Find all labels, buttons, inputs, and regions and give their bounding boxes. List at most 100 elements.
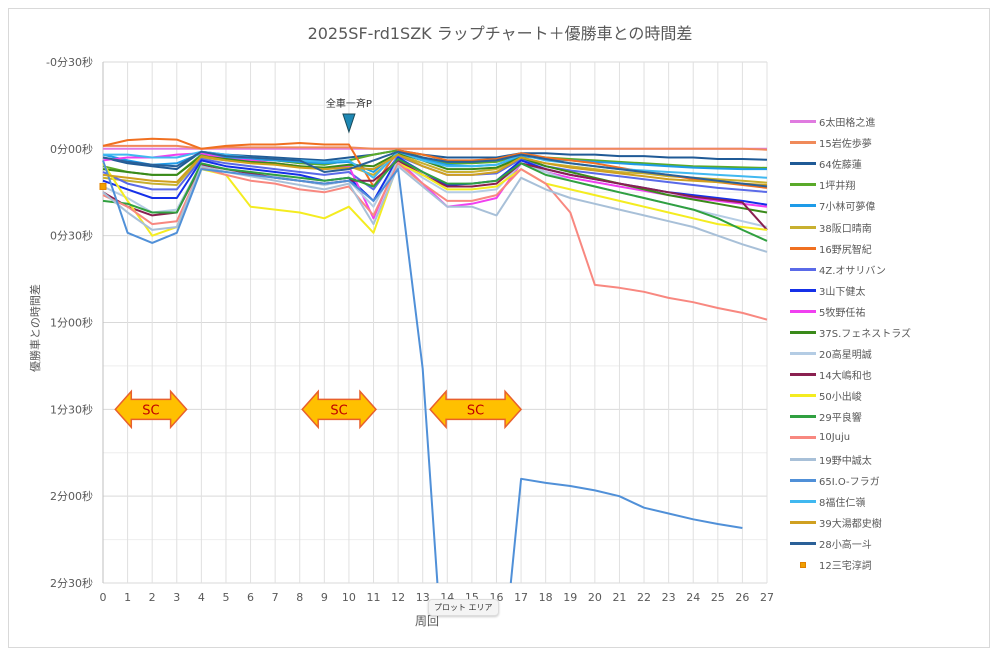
y-tick-label: 1分30秒 bbox=[50, 402, 93, 416]
x-tick-label: 7 bbox=[272, 591, 279, 604]
x-tick-label: 4 bbox=[198, 591, 205, 604]
legend-swatch bbox=[790, 415, 816, 419]
legend-label: 10Juju bbox=[819, 432, 851, 444]
legend-swatch bbox=[790, 457, 816, 461]
legend-item: 12三宅淳詞 bbox=[790, 554, 990, 575]
sc-arrow bbox=[301, 389, 377, 430]
legend-swatch bbox=[790, 288, 816, 292]
legend-label: 65I.O-フラガ bbox=[819, 476, 880, 488]
legend-swatch bbox=[800, 561, 806, 568]
x-tick-label: 8 bbox=[296, 591, 303, 604]
legend-item: 29平良響 bbox=[790, 406, 990, 427]
legend-label: 29平良響 bbox=[819, 413, 862, 425]
legend-item: 14大嶋和也 bbox=[790, 364, 990, 385]
legend-item: 28小高一斗 bbox=[790, 533, 990, 554]
legend-swatch bbox=[790, 162, 816, 166]
x-tick-label: 13 bbox=[416, 591, 430, 604]
series-line bbox=[102, 165, 768, 253]
y-axis-title: 優勝車との時間差 bbox=[29, 284, 42, 372]
legend-label: 7小林可夢偉 bbox=[819, 202, 876, 214]
x-tick-label: 6 bbox=[247, 591, 254, 604]
x-tick-label: 27 bbox=[760, 591, 774, 604]
legend-swatch bbox=[790, 225, 816, 229]
x-tick-label: 12 bbox=[391, 591, 405, 604]
legend-item: 10Juju bbox=[790, 427, 990, 448]
legend-item: 16野尻智紀 bbox=[790, 238, 990, 259]
chart-frame bbox=[8, 8, 990, 648]
x-tick-label: 24 bbox=[686, 591, 700, 604]
legend-label: 14大嶋和也 bbox=[819, 371, 872, 383]
series-line bbox=[509, 477, 743, 584]
y-tick-label: 0分00秒 bbox=[50, 142, 93, 156]
sc-arrow bbox=[114, 389, 188, 430]
y-tick-label: 1分00秒 bbox=[50, 316, 93, 330]
legend-item: 6太田格之進 bbox=[790, 111, 990, 132]
legend-swatch bbox=[790, 478, 816, 482]
legend-swatch bbox=[790, 120, 816, 124]
series-line bbox=[102, 160, 439, 584]
triangle-down-icon bbox=[342, 113, 356, 134]
plot-area-tooltip: プロット エリア bbox=[428, 599, 499, 616]
y-tick-label: 2分30秒 bbox=[50, 576, 93, 590]
y-tick-label: 0分30秒 bbox=[50, 229, 93, 243]
legend-swatch bbox=[790, 352, 816, 356]
y-tick-label: 2分00秒 bbox=[50, 489, 93, 503]
x-tick-label: 0 bbox=[100, 591, 107, 604]
legend-item: 37S.フェネストラズ bbox=[790, 322, 990, 343]
legend-label: 15岩佐歩夢 bbox=[819, 139, 872, 151]
legend-item: 4Z.オサリバン bbox=[790, 259, 990, 280]
legend-swatch bbox=[790, 204, 816, 208]
legend-item: 7小林可夢偉 bbox=[790, 195, 990, 216]
legend-swatch bbox=[790, 520, 816, 524]
series-line bbox=[102, 153, 768, 186]
legend: 6太田格之進 15岩佐歩夢 64佐藤蓮 1坪井翔 7小林可夢偉 38阪口晴南 16野尻智紀 4… bbox=[790, 111, 990, 575]
legend-item: 38阪口晴南 bbox=[790, 216, 990, 237]
legend-item: 5牧野任祐 bbox=[790, 301, 990, 322]
legend-swatch bbox=[790, 141, 816, 145]
x-tick-label: 23 bbox=[662, 591, 676, 604]
legend-label: 39大湯都史樹 bbox=[819, 518, 882, 530]
legend-item: 50小出峻 bbox=[790, 385, 990, 406]
x-tick-label: 10 bbox=[342, 591, 356, 604]
legend-item: 39大湯都史樹 bbox=[790, 512, 990, 533]
x-tick-label: 26 bbox=[735, 591, 749, 604]
x-tick-label: 17 bbox=[514, 591, 528, 604]
legend-label: 4Z.オサリバン bbox=[819, 265, 886, 277]
pit-annotation-label: 全車一斉P bbox=[326, 97, 372, 110]
x-tick-label: 22 bbox=[637, 591, 651, 604]
x-tick-label: 20 bbox=[588, 591, 602, 604]
chart-title: 2025SF-rd1SZK ラップチャート＋優勝車との時間差 bbox=[307, 24, 693, 43]
legend-item: 15岩佐歩夢 bbox=[790, 132, 990, 153]
legend-label: 3山下健太 bbox=[819, 286, 866, 298]
sc-label: SC bbox=[330, 403, 347, 418]
x-tick-label: 19 bbox=[563, 591, 577, 604]
legend-label: 1坪井翔 bbox=[819, 181, 856, 193]
legend-item: 19野中誠太 bbox=[790, 449, 990, 470]
y-tick-label: -0分30秒 bbox=[46, 55, 93, 69]
legend-label: 12三宅淳詞 bbox=[819, 561, 872, 573]
legend-label: 50小出峻 bbox=[819, 392, 862, 404]
x-tick-label: 5 bbox=[222, 591, 229, 604]
legend-label: 38阪口晴南 bbox=[819, 223, 872, 235]
sc-label: SC bbox=[142, 403, 159, 418]
legend-swatch bbox=[790, 183, 816, 187]
legend-label: 19野中誠太 bbox=[819, 455, 872, 467]
legend-item: 8福住仁嶺 bbox=[790, 491, 990, 512]
legend-label: 5牧野任祐 bbox=[819, 307, 866, 319]
x-tick-label: 21 bbox=[612, 591, 626, 604]
legend-item: 3山下健太 bbox=[790, 280, 990, 301]
legend-label: 20高星明誠 bbox=[819, 350, 872, 362]
legend-swatch bbox=[790, 373, 816, 377]
legend-swatch bbox=[790, 309, 816, 313]
legend-swatch bbox=[790, 499, 816, 503]
legend-label: 6太田格之進 bbox=[819, 118, 876, 130]
legend-swatch bbox=[790, 436, 816, 440]
legend-swatch bbox=[790, 541, 816, 545]
series-group bbox=[99, 137, 768, 584]
series-line bbox=[102, 158, 768, 242]
x-tick-label: 9 bbox=[321, 591, 328, 604]
series-marker bbox=[99, 182, 107, 190]
x-tick-label: 2 bbox=[149, 591, 156, 604]
x-tick-label: 18 bbox=[539, 591, 553, 604]
